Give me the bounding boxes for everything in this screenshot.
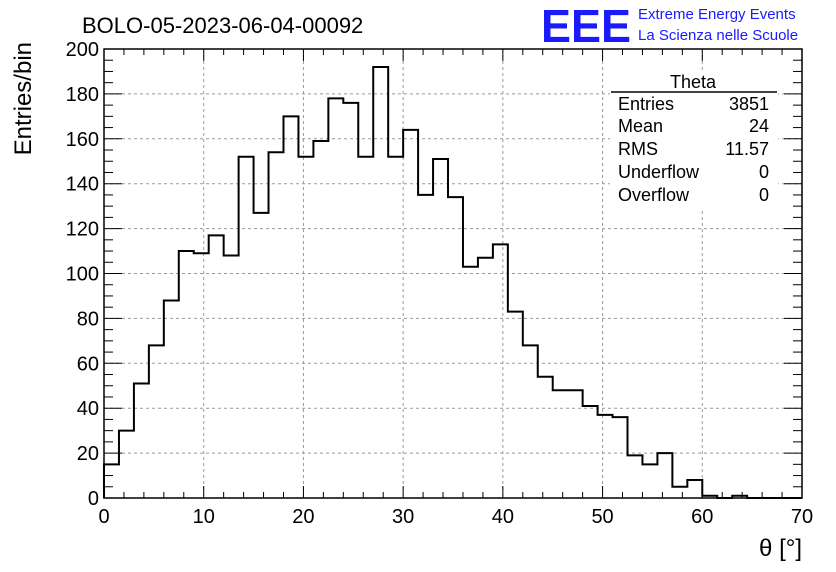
y-tick-labels: 0 20 40 60 80 100 120 140 160 180 200 (66, 39, 99, 510)
y-tick-label: 60 (77, 353, 99, 375)
y-tick-label: 40 (77, 398, 99, 420)
stats-box-background (610, 72, 778, 210)
y-axis-title: Entries/bin (10, 42, 37, 155)
stats-value-entries: 3851 (729, 94, 769, 114)
eee-logo-mark: EEE (541, 0, 631, 52)
y-tick-label: 20 (77, 443, 99, 465)
stats-value-underflow: 0 (759, 162, 769, 182)
y-tick-label: 100 (66, 264, 99, 286)
x-tick-label: 70 (791, 506, 813, 528)
eee-logo: EEE Extreme Energy Events La Scienza nel… (541, 0, 798, 52)
x-tick-label: 10 (193, 506, 215, 528)
x-tick-label: 50 (591, 506, 613, 528)
stats-label-overflow: Overflow (618, 185, 690, 205)
y-tick-label: 180 (66, 84, 99, 106)
stats-title: Theta (670, 72, 717, 92)
y-tick-label: 200 (66, 39, 99, 61)
stats-label-entries: Entries (618, 94, 674, 114)
x-tick-label: 60 (691, 506, 713, 528)
x-tick-label: 40 (492, 506, 514, 528)
x-tick-label: 0 (98, 506, 109, 528)
histogram-outline (103, 65, 802, 499)
y-tick-label: 80 (77, 308, 99, 330)
stats-value-rms: 11.57 (725, 139, 769, 159)
stats-value-mean: 24 (749, 116, 769, 136)
y-tick-label: 140 (66, 174, 99, 196)
x-tick-label: 20 (292, 506, 314, 528)
y-tick-label: 120 (66, 219, 99, 241)
stats-label-mean: Mean (618, 116, 663, 136)
logo-line1: Extreme Energy Events (638, 6, 796, 23)
y-tick-label: 0 (88, 488, 99, 510)
stats-label-rms: RMS (618, 139, 658, 159)
logo-line2: La Scienza nelle Scuole (638, 27, 798, 44)
stats-box: Theta Entries 3851 Mean 24 RMS 11.57 Und… (610, 72, 778, 210)
stats-label-underflow: Underflow (618, 162, 700, 182)
x-axis-title: θ [°] (759, 535, 802, 562)
y-tick-label: 160 (66, 129, 99, 151)
x-tick-label: 30 (392, 506, 414, 528)
x-tick-labels: 0 10 20 30 40 50 60 70 (98, 506, 813, 528)
chart-title: BOLO-05-2023-06-04-00092 (82, 13, 363, 38)
plot-frame (103, 48, 803, 499)
stats-value-overflow: 0 (759, 185, 769, 205)
